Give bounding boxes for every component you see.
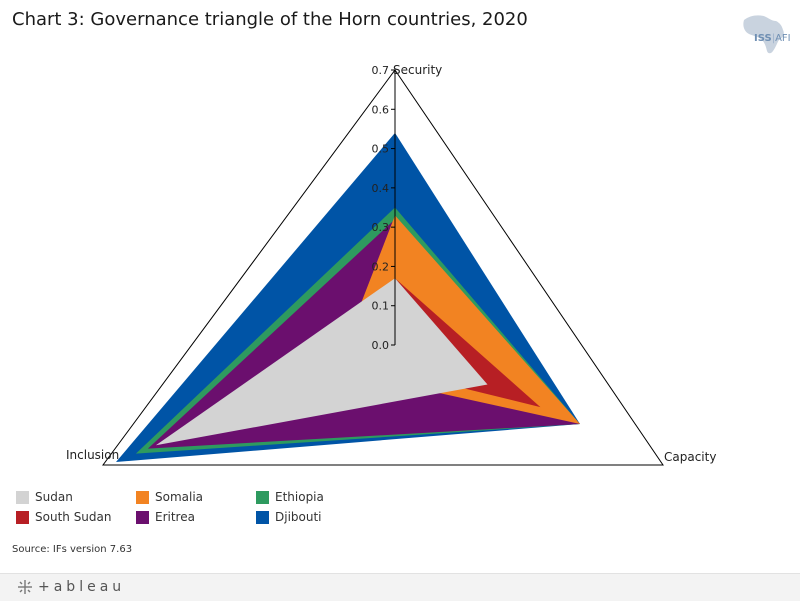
legend-label: Sudan	[35, 490, 73, 504]
legend-label: Ethiopia	[275, 490, 324, 504]
tick-label: 0.1	[372, 300, 390, 313]
legend-item-south-sudan[interactable]: South Sudan	[16, 510, 112, 524]
legend-item-ethiopia[interactable]: Ethiopia	[256, 490, 324, 504]
tableau-cross-icon	[18, 580, 32, 594]
legend-swatch	[256, 510, 269, 524]
tick-label: 0.3	[372, 221, 390, 234]
legend: Sudan Somalia Ethiopia South Sudan Eritrea Dj…	[16, 490, 396, 530]
legend-item-eritrea[interactable]: Eritrea	[136, 510, 195, 524]
tableau-logo[interactable]: +ableau	[16, 578, 125, 596]
axis-label-capacity: Capacity	[664, 450, 716, 464]
chart-title: Chart 3: Governance triangle of the Horn…	[12, 9, 528, 30]
iss-logo: ISS|AFI	[754, 33, 791, 44]
source-note: Source: IFs version 7.63	[12, 544, 133, 555]
legend-label: Somalia	[155, 490, 204, 504]
legend-label: Djibouti	[275, 510, 322, 524]
africa-map-icon	[743, 15, 784, 54]
series-polygon-sudan[interactable]	[155, 278, 488, 446]
legend-swatch	[16, 490, 29, 504]
legend-swatch	[136, 510, 149, 524]
legend-item-sudan[interactable]: Sudan	[16, 490, 73, 504]
legend-item-djibouti[interactable]: Djibouti	[256, 510, 322, 524]
outer-triangle	[102, 69, 664, 466]
tick-label: 0.7	[372, 64, 390, 77]
legend-label: South Sudan	[35, 510, 112, 524]
tick-label: 0.2	[372, 260, 390, 273]
logo-sub: AFI	[775, 33, 791, 44]
legend-swatch	[136, 490, 149, 504]
legend-swatch	[16, 510, 29, 524]
tableau-footer: +ableau	[0, 573, 800, 601]
tableau-wordmark: +ableau	[38, 579, 126, 595]
legend-item-somalia[interactable]: Somalia	[136, 490, 203, 504]
governance-radar-chart: 0.0 0.1 0.2 0.3 0.4 0.5 0.6 0.7 Security Capacity…	[66, 63, 716, 466]
axis-label-inclusion: Inclusion	[66, 448, 119, 462]
tick-label: 0.5	[372, 143, 390, 156]
axis-label-security: Security	[393, 63, 442, 77]
logo-main: ISS	[754, 33, 772, 44]
legend-swatch	[256, 490, 269, 504]
tick-label: 0.6	[372, 103, 390, 116]
tick-label: 0.0	[372, 339, 390, 352]
tick-label: 0.4	[372, 182, 390, 195]
legend-label: Eritrea	[155, 510, 195, 524]
